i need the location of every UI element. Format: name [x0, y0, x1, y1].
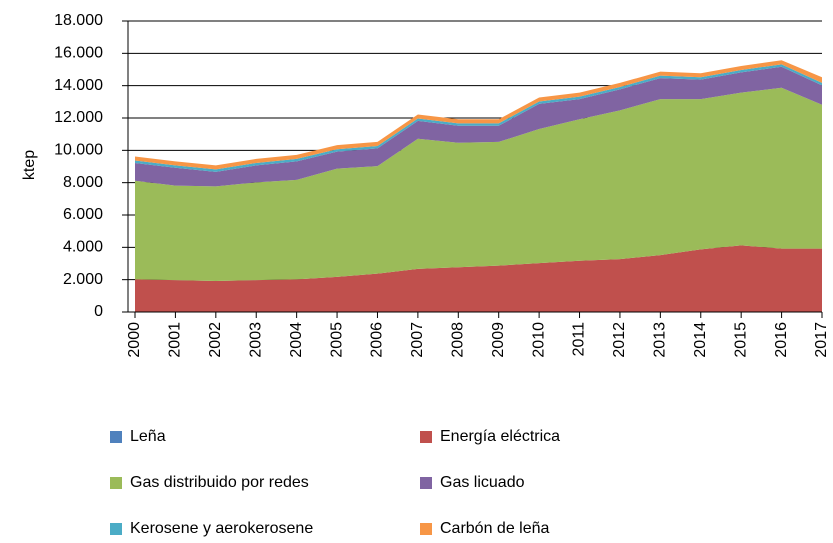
- x-tick-label: 2011: [571, 322, 588, 357]
- y-tick-label: 0: [94, 303, 103, 320]
- legend-label: Gas licuado: [440, 474, 525, 491]
- y-tick-label: 14.000: [54, 77, 103, 94]
- x-tick-label: 2005: [328, 322, 345, 358]
- x-tick-label: 2002: [207, 322, 224, 358]
- x-tick-label: 2008: [450, 322, 467, 358]
- legend-label: Kerosene y aerokerosene: [130, 520, 313, 537]
- legend-swatch: [420, 477, 432, 489]
- x-tick-label: 2001: [167, 322, 184, 358]
- x-tick-label: 2016: [773, 322, 790, 358]
- y-tick-label: 10.000: [54, 142, 103, 159]
- legend-label: Energía eléctrica: [440, 428, 560, 445]
- x-tick-label: 2006: [369, 322, 386, 358]
- y-axis-label: ktep: [21, 150, 38, 180]
- x-tick-label: 2010: [530, 322, 547, 358]
- x-tick-label: 2015: [732, 322, 749, 358]
- y-tick-label: 8.000: [63, 174, 103, 191]
- x-tick-label: 2000: [126, 322, 143, 358]
- x-tick-label: 2004: [288, 322, 305, 358]
- x-tick-label: 2017: [813, 322, 830, 358]
- y-tick-label: 2.000: [63, 271, 103, 288]
- y-tick-label: 16.000: [54, 45, 103, 62]
- y-tick-label: 4.000: [63, 239, 103, 256]
- legend-swatch: [420, 523, 432, 535]
- x-tick-label: 2014: [692, 322, 709, 358]
- y-tick-label: 12.000: [54, 109, 103, 126]
- legend-label: Leña: [130, 428, 166, 445]
- x-tick-label: 2007: [409, 322, 426, 358]
- y-tick-label: 18.000: [54, 12, 103, 29]
- y-tick-label: 6.000: [63, 206, 103, 223]
- legend-swatch: [110, 523, 122, 535]
- legend-label: Carbón de leña: [440, 520, 550, 537]
- legend-swatch: [110, 431, 122, 443]
- legend-label: Gas distribuido por redes: [130, 474, 309, 491]
- legend-swatch: [420, 431, 432, 443]
- x-tick-label: 2013: [652, 322, 669, 358]
- legend-swatch: [110, 477, 122, 489]
- x-tick-label: 2009: [490, 322, 507, 358]
- x-tick-label: 2012: [611, 322, 628, 358]
- x-tick-label: 2003: [247, 322, 264, 358]
